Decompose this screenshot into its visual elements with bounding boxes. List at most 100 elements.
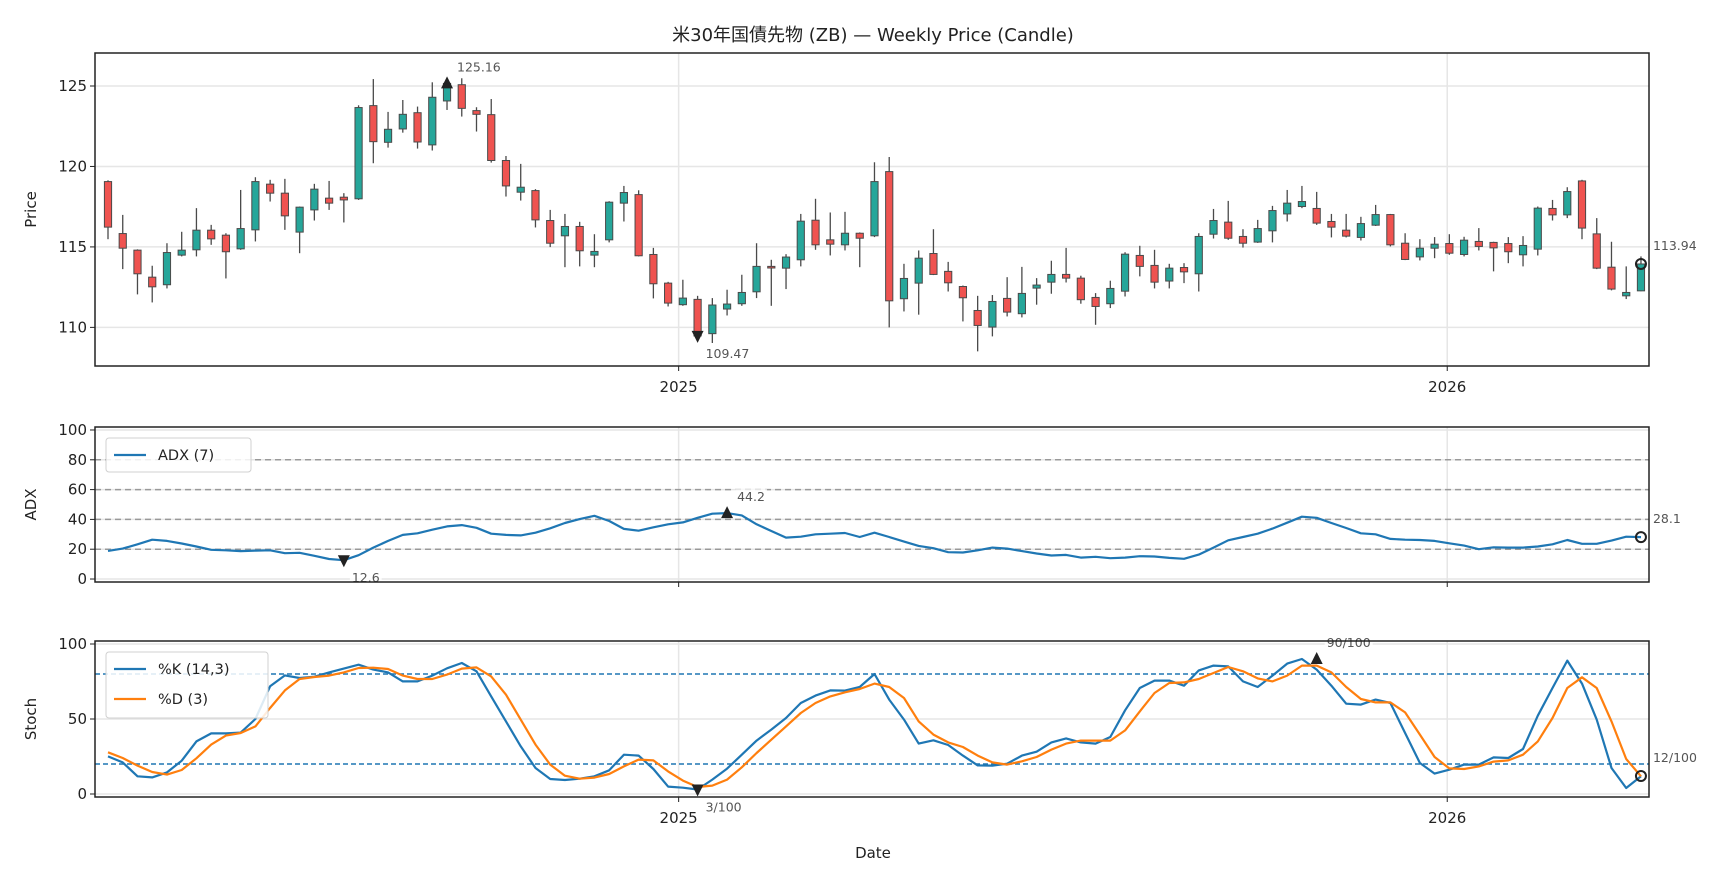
candle-up — [752, 265, 761, 293]
candle-up — [1415, 247, 1424, 258]
candle-up — [1209, 220, 1218, 235]
candle-down — [103, 181, 113, 228]
y-axis-label: Price — [22, 191, 40, 228]
candle-down — [1135, 254, 1144, 267]
candle-up — [781, 256, 791, 269]
candle-up — [1622, 291, 1631, 297]
legend-label: %D (3) — [158, 692, 208, 708]
candle-down — [1091, 296, 1100, 307]
candle-up — [236, 228, 245, 250]
legend: %K (14,3) %D (3) — [105, 651, 269, 719]
annotation-label: 125.16 — [457, 59, 501, 74]
annotation-label: 90/100 — [1327, 635, 1371, 650]
y-tick-label: 125 — [58, 77, 87, 95]
candle-up — [383, 128, 393, 143]
candle-up — [1297, 201, 1307, 208]
annotation-label: 109.47 — [706, 346, 750, 361]
legend-box — [105, 651, 269, 719]
candle-up — [708, 304, 717, 335]
panel-frame — [94, 52, 1650, 367]
candle-up — [1563, 191, 1572, 216]
marker-triangle-up-icon — [721, 506, 734, 519]
annotation-bg — [1650, 237, 1699, 253]
candle-up — [899, 277, 909, 300]
y-tick-label: 50 — [68, 710, 87, 728]
annotation-label: 44.2 — [737, 489, 765, 504]
candle-up — [428, 96, 437, 146]
candle-up — [737, 291, 746, 305]
y-tick-label: 0 — [77, 785, 87, 803]
candle-down — [487, 114, 496, 161]
x-tick-label: 2026 — [1428, 378, 1466, 396]
candle-down — [472, 110, 481, 115]
candle-down — [1445, 243, 1454, 254]
candle-up — [590, 250, 599, 256]
candle-up — [1533, 207, 1542, 250]
candle-down — [546, 220, 555, 244]
candle-down — [339, 196, 348, 201]
candle-up — [1194, 235, 1203, 275]
candle-down — [1607, 266, 1616, 290]
candle-up — [1253, 228, 1262, 243]
y-tick-label: 115 — [58, 238, 87, 256]
candle-down — [1062, 273, 1071, 279]
candle-down — [826, 239, 835, 245]
candle-up — [605, 201, 614, 241]
x-tick-label: 2025 — [660, 809, 698, 827]
annotation-bg — [455, 59, 503, 75]
panel-stoch: 0 50 100 2025 2026 %K (14,3) %D (3) 3/100 90/100… — [22, 635, 1699, 827]
y-tick-label: 120 — [58, 157, 87, 175]
candle-down — [693, 298, 702, 337]
x-tick-label: 2025 — [660, 378, 698, 396]
marker-circle-icon — [1634, 770, 1647, 782]
y-tick-label: 0 — [77, 570, 87, 588]
candle-down — [501, 159, 511, 187]
annotation-bg — [703, 799, 744, 815]
annotation-bg — [1650, 750, 1699, 765]
marker-circle-icon — [1634, 257, 1647, 270]
candle-down — [413, 112, 422, 143]
candle-up — [870, 181, 879, 237]
candle-up — [1636, 263, 1646, 292]
candle-up — [796, 220, 805, 261]
panel-frame — [94, 426, 1650, 583]
candle-up — [678, 297, 687, 306]
candle-down — [973, 309, 982, 326]
candle-down — [929, 253, 938, 275]
candle-up — [295, 206, 304, 233]
candle-down — [369, 105, 378, 143]
annotation-label: 113.94 — [1653, 238, 1697, 253]
y-axis-label: ADX — [22, 488, 40, 520]
marker-triangle-up-icon — [1310, 652, 1323, 664]
marker-triangle-up-icon — [441, 76, 454, 89]
candle-down — [1548, 207, 1557, 216]
candle-down — [1150, 264, 1159, 283]
x-tick-label: 2026 — [1428, 809, 1466, 827]
candle-down — [811, 219, 820, 246]
annotation-bg — [703, 345, 752, 361]
candle-down — [649, 253, 658, 285]
candle-down — [457, 84, 466, 109]
candle-up — [560, 225, 570, 237]
candle-up — [1017, 292, 1026, 315]
candle-up — [398, 113, 407, 130]
candle-down — [531, 190, 540, 221]
candle-down — [885, 171, 894, 302]
series-line-d3 — [107, 664, 1642, 789]
candle-up — [1032, 284, 1041, 289]
candle-down — [1327, 220, 1336, 228]
candle-up — [1356, 223, 1366, 238]
candle-up — [162, 252, 172, 286]
candle-up — [1120, 253, 1130, 292]
legend: ADX (7) — [105, 437, 252, 473]
y-axis-label: Stoch — [22, 698, 40, 740]
y-tick-label: 100 — [58, 421, 87, 439]
annotation-bg — [735, 489, 767, 505]
chart-title: 米30年国債先物 (ZB) — Weekly Price (Candle) — [672, 25, 1074, 46]
candle-up — [722, 303, 732, 310]
candle-up — [1459, 239, 1469, 255]
candle-down — [1076, 277, 1085, 301]
candle-down — [575, 225, 584, 252]
candle-down — [855, 232, 864, 239]
